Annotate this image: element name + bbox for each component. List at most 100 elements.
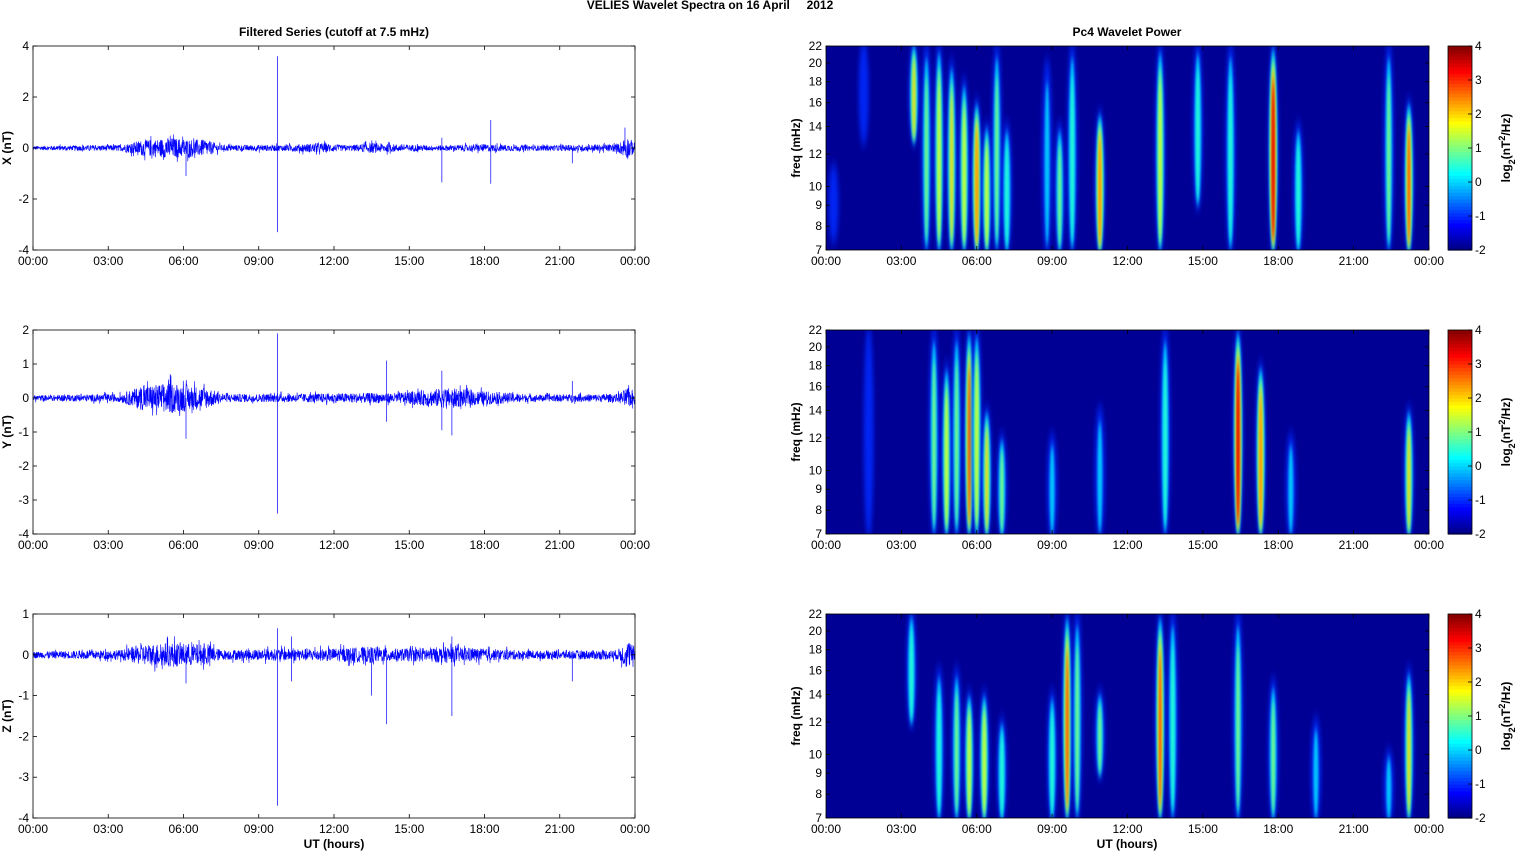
power-event	[858, 46, 869, 146]
power-event	[1155, 46, 1166, 250]
colorbar-cell	[1448, 182, 1472, 186]
colorbar-cell	[1448, 127, 1472, 132]
y-tick-label: 14	[809, 688, 823, 702]
y-tick-label: 18	[809, 359, 823, 373]
y-tick-label: 18	[809, 75, 823, 89]
colorbar-cell	[1448, 807, 1472, 812]
x-tick-label: 06:00	[962, 822, 992, 836]
colorbar-cell	[1448, 811, 1472, 816]
power-event	[1062, 614, 1073, 818]
wavelet-X	[826, 46, 1429, 250]
colorbar-cell	[1448, 49, 1472, 54]
colorbar-cell	[1448, 384, 1472, 389]
power-event	[1255, 359, 1266, 534]
colorbar-cell	[1448, 391, 1472, 396]
x-tick-label: 00:00	[811, 254, 841, 268]
colorbar-tick-label: 4	[1475, 607, 1482, 621]
colorbar-cell	[1448, 506, 1472, 511]
colorbar-cell	[1448, 165, 1472, 169]
power-event	[964, 688, 975, 818]
trace-Z	[32, 636, 636, 672]
x-tick-label: 00:00	[18, 254, 48, 268]
colorbar-cell	[1448, 523, 1472, 528]
y-tick-label: 22	[809, 323, 823, 337]
power-event	[981, 404, 992, 534]
colorbar-cell	[1448, 455, 1472, 460]
power-event	[929, 330, 940, 534]
power-event	[1310, 715, 1321, 818]
colorbar-cell	[1448, 103, 1472, 108]
y-tick-label: -1	[18, 689, 29, 703]
colorbar-cell	[1448, 483, 1472, 487]
colorbar-cell	[1448, 233, 1472, 237]
colorbar-cell	[1448, 709, 1472, 714]
y-tick-label: 12	[809, 715, 823, 729]
colorbar-cell	[1448, 158, 1472, 163]
figure-title: VELIES Wavelet Spectra on 16 April 2012	[587, 0, 834, 12]
y-tick-label: 8	[815, 219, 822, 233]
y-tick-label: -4	[18, 527, 29, 541]
y-tick-label: 7	[815, 243, 822, 257]
colorbar-cell	[1448, 479, 1472, 484]
colorbar-cell	[1448, 357, 1472, 362]
y-tick-label: 22	[809, 39, 823, 53]
x-tick-label: 18:00	[1263, 254, 1293, 268]
colorbar-cell	[1448, 66, 1472, 71]
x-tick-label: 21:00	[1339, 538, 1369, 552]
x-tick-label: 00:00	[620, 538, 650, 552]
power-event	[1047, 688, 1058, 818]
colorbar-cell	[1448, 171, 1472, 176]
x-tick-label: 03:00	[93, 254, 123, 268]
colorbar-cell	[1448, 699, 1472, 703]
colorbar-cell	[1448, 131, 1472, 135]
power-event	[863, 330, 874, 534]
x-tick-label: 12:00	[1112, 254, 1142, 268]
colorbar-tick-label: 4	[1475, 39, 1482, 53]
colorbar-cell	[1448, 688, 1472, 693]
colorbar-cell	[1448, 668, 1472, 673]
timeseries-Z-frame	[32, 613, 636, 819]
colorbar-cell	[1448, 432, 1472, 436]
x-tick-label: 00:00	[18, 822, 48, 836]
colorbar-cell	[1448, 209, 1472, 214]
colorbar-cell	[1448, 641, 1472, 646]
colorbar-tick-label: -1	[1475, 493, 1486, 507]
colorbar-cell	[1448, 80, 1472, 84]
colorbar-tick-label: 2	[1475, 675, 1482, 689]
x-tick-label: 06:00	[962, 254, 992, 268]
colorbar-cell	[1448, 442, 1472, 447]
colorbar-cell	[1448, 100, 1472, 105]
power-event	[996, 431, 1007, 534]
x-tick-label: 12:00	[319, 822, 349, 836]
colorbar-cell	[1448, 678, 1472, 683]
x-tick-label: 12:00	[319, 538, 349, 552]
x-tick-label: 00:00	[18, 538, 48, 552]
colorbar-cell	[1448, 151, 1472, 156]
power-event	[1167, 614, 1178, 818]
colorbar-cell	[1448, 750, 1472, 754]
colorbar-cell	[1448, 739, 1472, 744]
colorbar-cell	[1448, 124, 1472, 129]
colorbar-cell	[1448, 134, 1472, 139]
colorbar-cell	[1448, 56, 1472, 61]
y-tick-label: 12	[809, 147, 823, 161]
colorbar-cell	[1448, 627, 1472, 632]
y-tick-label: 1	[22, 357, 29, 371]
colorbar-cell	[1448, 722, 1472, 727]
timeseries-Z	[32, 628, 636, 806]
power-event	[1192, 46, 1203, 212]
colorbar-tick-label: -2	[1475, 243, 1486, 257]
x-tick-label: 21:00	[545, 254, 575, 268]
colorbar-cell	[1448, 202, 1472, 207]
y-tick-label: 0	[22, 648, 29, 662]
y-axis-label: freq (mHz)	[789, 402, 803, 461]
colorbar-cell	[1448, 624, 1472, 629]
power-event	[979, 688, 990, 818]
power-background	[826, 614, 1429, 818]
colorbar-cell	[1448, 229, 1472, 234]
y-tick-label: 2	[22, 323, 29, 337]
colorbar-cell	[1448, 459, 1472, 464]
colorbar-cell	[1448, 743, 1472, 748]
x-tick-label: 09:00	[1037, 822, 1067, 836]
